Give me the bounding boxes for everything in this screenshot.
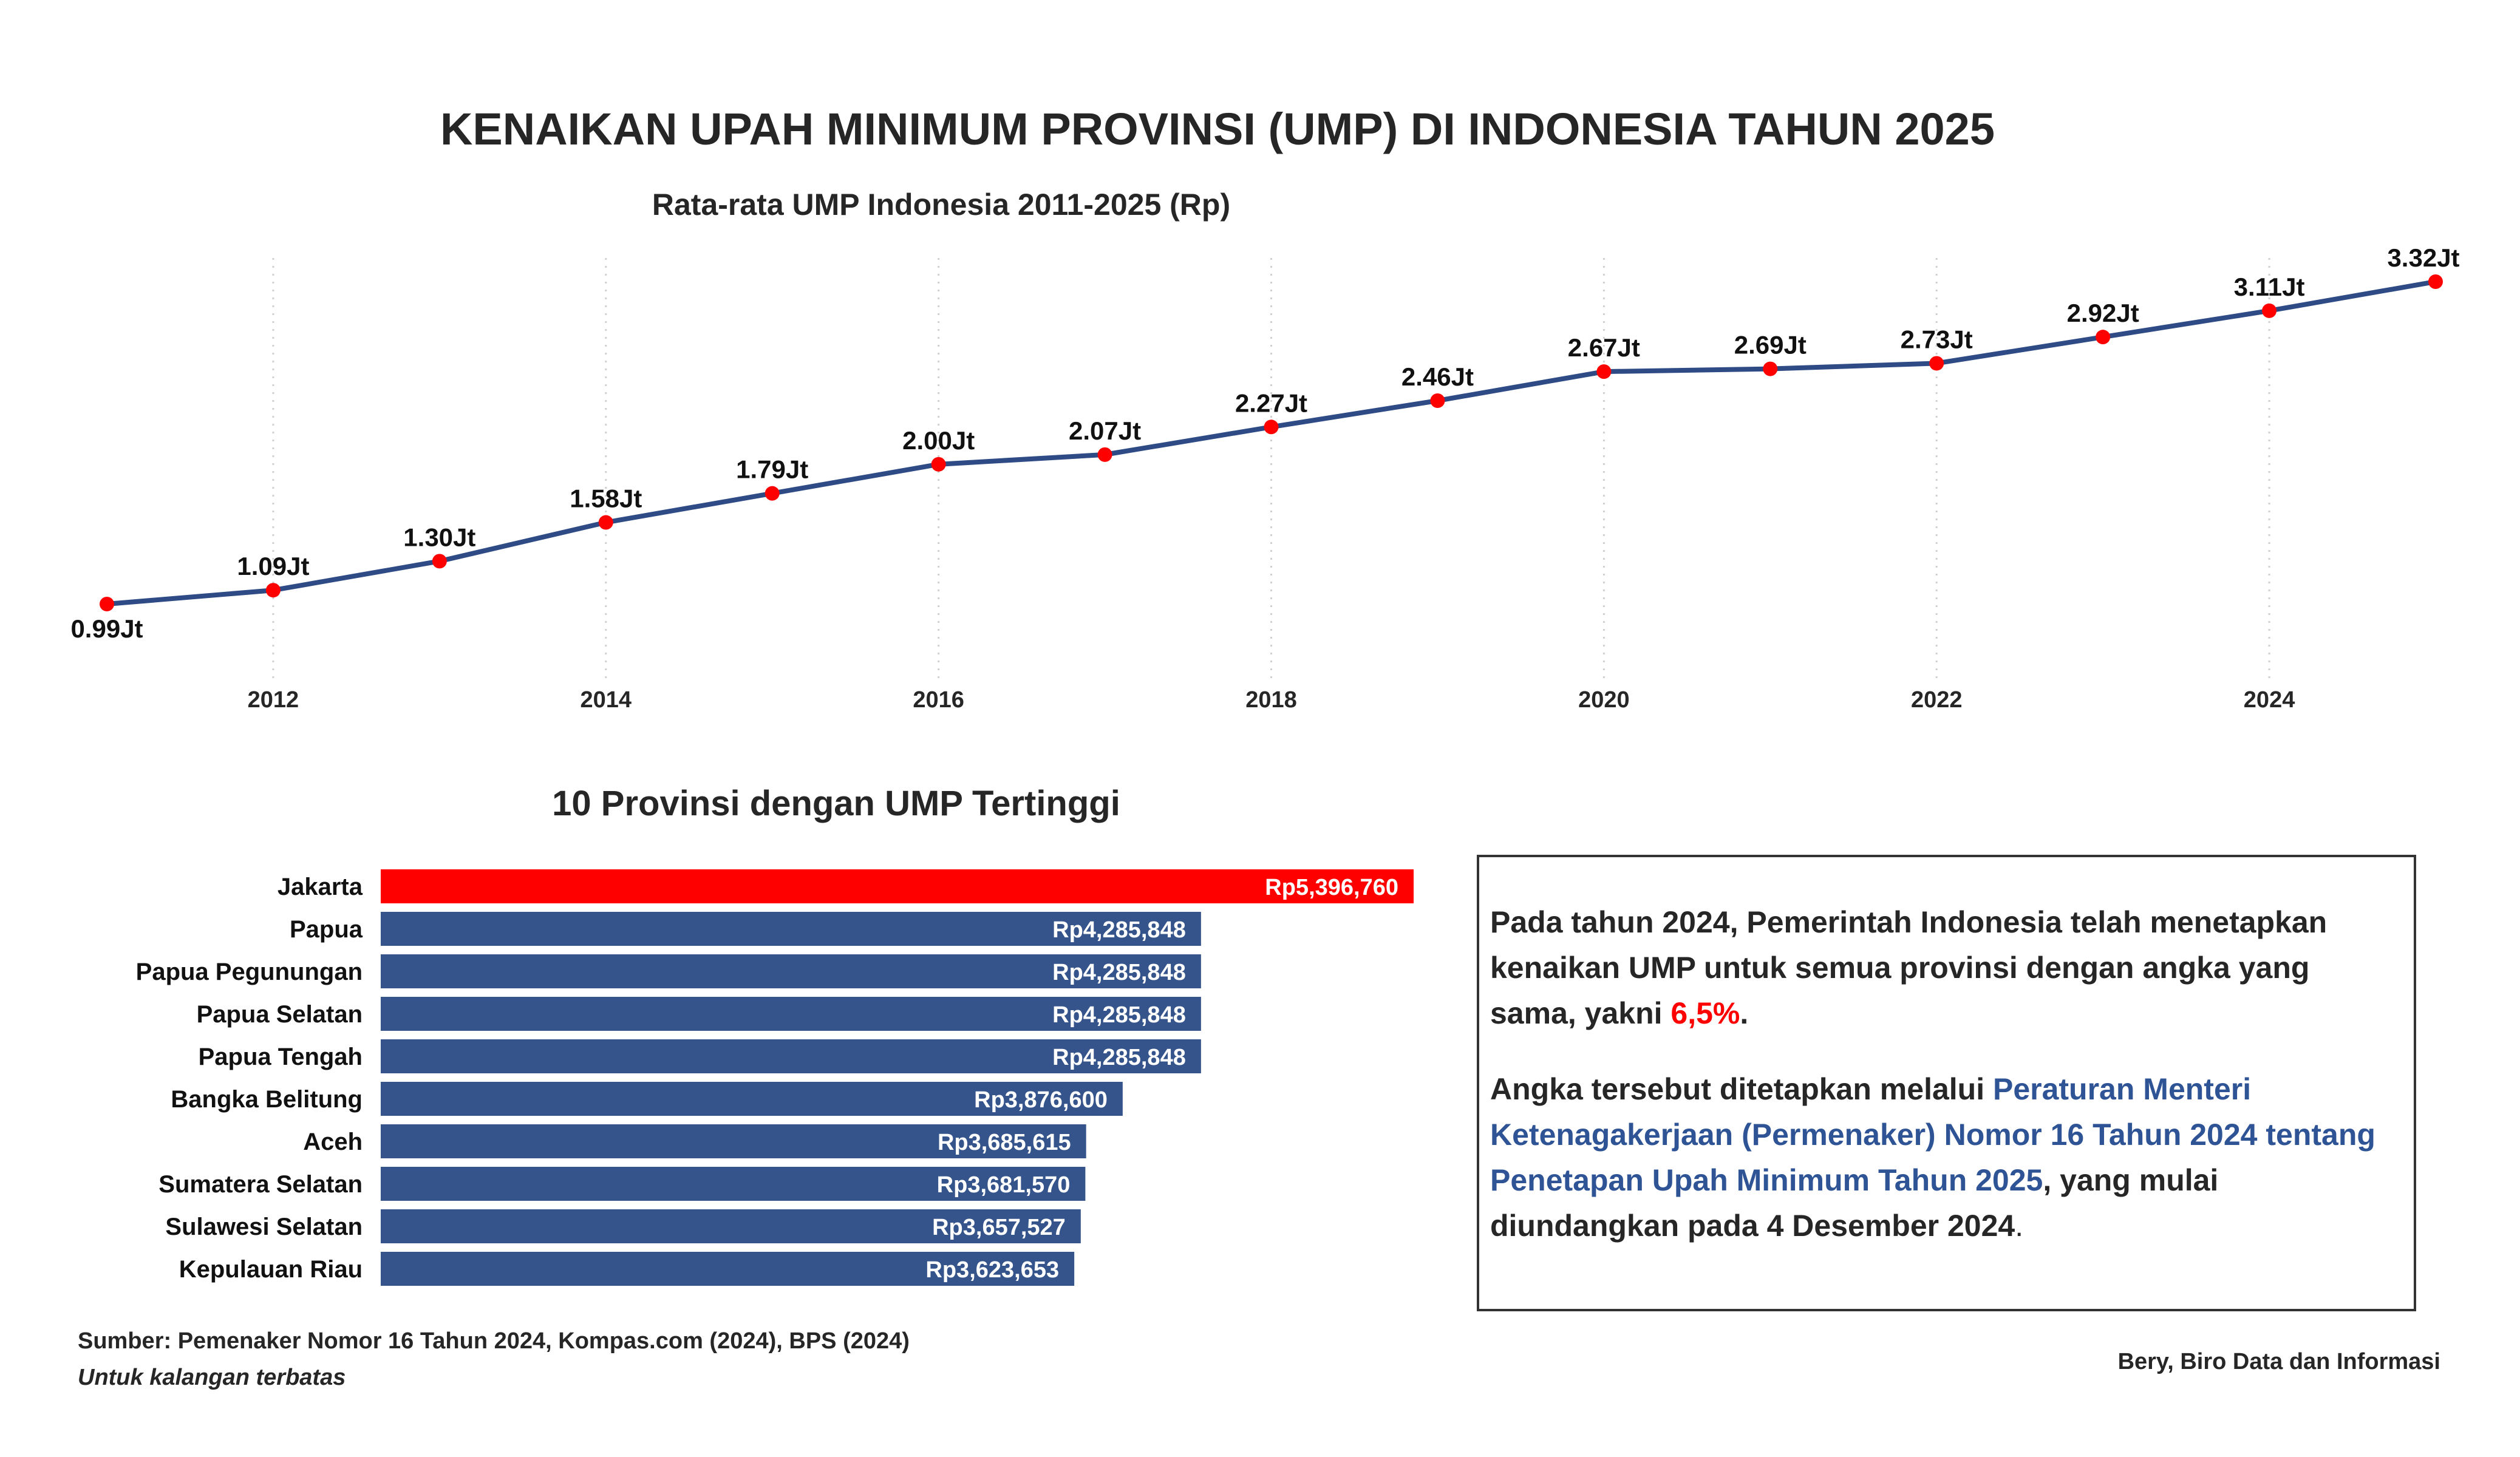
data-point: [2428, 274, 2443, 289]
credit-text: Bery, Biro Data dan Informasi: [2117, 1349, 2440, 1374]
data-point: [598, 515, 613, 530]
value-label: Rp3,657,527: [932, 1215, 1066, 1240]
bar: [381, 1039, 1201, 1073]
info-text: Angka tersebut ditetapkan melalui: [1490, 1072, 1993, 1106]
data-label: 1.58Jt: [570, 484, 642, 513]
category-label: Sumatera Selatan: [158, 1171, 363, 1198]
data-label: 1.09Jt: [237, 552, 309, 580]
data-label: 0.99Jt: [70, 614, 143, 643]
bar: [381, 912, 1201, 946]
data-point: [1430, 393, 1445, 408]
regulation-reference: Peraturan Menteri Ketenagakerjaan (Perme…: [1490, 1072, 2375, 1197]
info-box: Pada tahun 2024, Pemerintah Indonesia te…: [1477, 855, 2416, 1311]
data-point: [1763, 361, 1778, 376]
data-point: [265, 583, 281, 598]
category-label: Papua Selatan: [197, 1001, 363, 1028]
value-label: Rp4,285,848: [1052, 917, 1186, 943]
data-label: 1.30Jt: [403, 523, 475, 551]
data-point: [100, 597, 114, 611]
data-point: [1596, 364, 1612, 379]
data-point: [2262, 303, 2277, 318]
info-text: , yang mulai diundangkan pada 4 Desember…: [1490, 1163, 2219, 1243]
value-label: Rp4,285,848: [1052, 1002, 1186, 1028]
source-text: Sumber: Pemenaker Nomor 16 Tahun 2024, K…: [78, 1328, 910, 1354]
data-label: 2.92Jt: [2067, 299, 2139, 327]
x-tick-label: 2022: [1911, 687, 1963, 713]
data-point: [1097, 447, 1112, 462]
value-label: Rp4,285,848: [1052, 1045, 1186, 1070]
category-label: Papua Pegunungan: [136, 959, 363, 985]
data-label: 1.79Jt: [736, 455, 808, 484]
data-label: 3.32Jt: [2387, 243, 2459, 272]
x-tick-label: 2024: [2244, 687, 2295, 713]
category-label: Sulawesi Selatan: [165, 1214, 363, 1240]
data-label: 2.46Jt: [1401, 362, 1474, 391]
category-label: Jakarta: [278, 874, 363, 900]
bar-chart-title: 10 Provinsi dengan UMP Tertinggi: [552, 784, 1120, 823]
x-tick-label: 2020: [1578, 687, 1630, 713]
value-label: Rp4,285,848: [1052, 960, 1186, 985]
bar: [381, 1124, 1086, 1158]
info-paragraph-1: Pada tahun 2024, Pemerintah Indonesia te…: [1490, 900, 2403, 1036]
info-text: .: [2015, 1209, 2024, 1243]
value-label: Rp3,685,615: [938, 1130, 1071, 1155]
bar: [381, 954, 1201, 988]
category-label: Kepulauan Riau: [179, 1256, 363, 1283]
data-label: 2.07Jt: [1069, 416, 1141, 445]
x-tick-label: 2016: [913, 687, 964, 713]
info-text: Pada tahun 2024, Pemerintah Indonesia te…: [1490, 905, 2328, 1030]
data-label: 2.67Jt: [1568, 333, 1640, 362]
note-text: Untuk kalangan terbatas: [78, 1365, 346, 1390]
bar: [381, 1082, 1123, 1116]
x-tick-label: 2014: [581, 687, 632, 713]
category-label: Papua: [290, 916, 363, 943]
data-point: [1929, 356, 1944, 371]
bar: [381, 997, 1201, 1031]
data-point: [1264, 419, 1279, 435]
line-chart-title: Rata-rata UMP Indonesia 2011-2025 (Rp): [652, 188, 1231, 222]
increase-percentage: 6,5%: [1670, 996, 1740, 1030]
info-paragraph-2: Angka tersebut ditetapkan melalui Peratu…: [1490, 1067, 2403, 1249]
data-point: [2096, 330, 2111, 345]
category-label: Bangka Belitung: [171, 1086, 363, 1113]
bar: [381, 1252, 1075, 1286]
bar-chart: Jakarta Rp5,396,760 Papua Rp4,285,848 Papua …: [136, 869, 1414, 1286]
page-title: KENAIKAN UPAH MINIMUM PROVINSI (UMP) DI …: [440, 104, 1995, 154]
x-tick-label: 2012: [248, 687, 299, 713]
value-label: Rp3,681,570: [937, 1172, 1071, 1198]
category-label: Aceh: [303, 1129, 363, 1155]
data-point: [765, 486, 780, 501]
bar: [381, 1209, 1081, 1243]
data-label: 3.11Jt: [2234, 273, 2305, 301]
data-point: [432, 554, 447, 569]
value-label: Rp3,876,600: [974, 1087, 1108, 1113]
bar: [381, 1167, 1086, 1201]
info-text: .: [1740, 996, 1749, 1030]
bar: [381, 869, 1414, 903]
value-label: Rp3,623,653: [925, 1257, 1059, 1283]
data-label: 2.00Jt: [902, 426, 975, 455]
data-label: 2.69Jt: [1734, 331, 1807, 359]
data-label: 2.73Jt: [1901, 325, 1973, 353]
x-tick-label: 2018: [1245, 687, 1297, 713]
value-label: Rp5,396,760: [1265, 875, 1398, 900]
data-label: 2.27Jt: [1235, 389, 1307, 417]
category-label: Papua Tengah: [199, 1044, 363, 1070]
line-chart: 2012 2014 2016 2018 2020 2022 2024 0.99Jt 1.09Jt…: [70, 243, 2459, 713]
data-point: [931, 457, 946, 472]
